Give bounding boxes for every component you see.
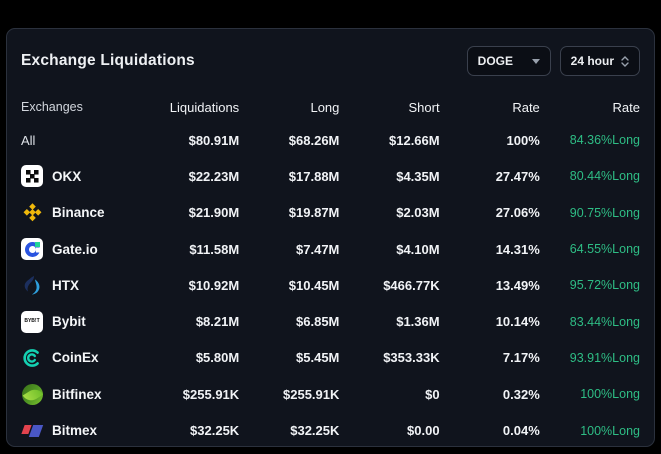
rate-value: 7.17% [502,350,540,366]
table-row[interactable]: Binance $21.90M $19.87M $2.03M 27.06% 90… [21,195,640,231]
short-value: $1.36M [396,314,440,330]
liquidations-value: $32.25K [190,423,240,439]
liquidations-value: $22.23M [188,168,240,184]
long-value: $32.25K [290,423,340,439]
exchange-name: Bitfinex [52,386,102,402]
rate-long-value: 80.44%Long [569,169,640,184]
table-header-row: Exchanges Liquidations Long Short Rate R… [21,92,640,122]
long-value: $6.85M [296,314,340,330]
rate-long-value: 83.44%Long [569,314,640,329]
liquidations-value: $5.80M [195,350,240,366]
rate-value: 0.04% [502,423,540,439]
liquidations-value: $21.90M [188,205,240,221]
liquidations-value: $11.58M [189,241,240,257]
rate-value: 0.32% [502,386,540,402]
exchange-name: CoinEx [52,350,99,366]
gateio-icon [21,238,43,261]
rate-value: 13.49% [495,277,540,293]
table-row[interactable]: BYB!T Bybit $8.21M $6.85M $1.36M 10.14% … [21,303,640,339]
time-range-select[interactable]: 24 hour [559,46,640,76]
col-header-long: Long [310,99,340,115]
long-value: $17.88M [288,168,340,184]
short-value: $0.00 [407,423,440,439]
short-value: $0 [425,386,440,402]
short-value: $2.03M [396,205,440,221]
long-value: $19.87M [288,205,340,221]
table-row[interactable]: Bitfinex $255.91K $255.91K $0 0.32% 100%… [21,376,640,412]
long-value: $68.26M [288,132,340,148]
exchange-name: OKX [52,168,82,184]
coinex-icon [21,347,43,369]
time-select-value: 24 hour [570,54,614,68]
coin-select-value: DOGE [477,54,513,68]
binance-icon [21,202,43,224]
long-value: $5.45M [296,350,340,366]
short-value: $4.35M [396,168,440,184]
page-title: Exchange Liquidations [21,52,195,69]
htx-icon [21,274,43,296]
table-row[interactable]: OKX $22.23M $17.88M $4.35M 27.47% 80.44%… [21,158,640,194]
short-value: $12.66M [389,132,440,148]
short-value: $4.10M [396,241,440,257]
rate-long-value: 84.36%Long [569,133,640,148]
exchange-name: Bybit [52,314,86,330]
rate-long-value: 95.72%Long [569,278,640,293]
rate-value: 10.14% [495,314,540,330]
table-row[interactable]: All $80.91M $68.26M $12.66M 100% 84.36%L… [21,122,640,158]
long-value: $10.45M [288,277,340,293]
liquidations-value: $80.91M [188,132,240,148]
long-value: $7.47M [296,241,340,257]
table-row[interactable]: Bitmex $32.25K $32.25K $0.00 0.04% 100%L… [21,412,640,448]
liquidations-value: $255.91K [182,386,240,402]
chevron-down-icon [531,58,540,64]
col-header-rate-long: Rate [612,99,640,115]
rate-value: 14.31% [495,241,540,257]
liquidations-value: $10.92M [188,277,240,293]
liquidations-value: $8.21M [195,314,240,330]
col-header-short: Short [408,99,440,115]
long-value: $255.91K [283,386,340,402]
table-row[interactable]: HTX $10.92M $10.45M $466.77K 13.49% 95.7… [21,267,640,303]
bitmex-icon [21,420,44,442]
rate-long-value: 64.55%Long [569,242,640,257]
col-header-liquidations: Liquidations [169,99,240,115]
col-header-rate: Rate [512,99,540,115]
rate-value: 27.06% [495,205,540,221]
okx-icon [21,165,43,188]
rate-long-value: 93.91%Long [569,350,640,365]
exchange-name: Binance [52,205,105,221]
coin-select[interactable]: DOGE [466,46,551,76]
bitfinex-icon [21,383,43,405]
rate-long-value: 100%Long [580,423,640,438]
exchange-name: Gate.io [52,241,98,257]
col-header-exchanges: Exchanges [21,100,83,114]
rate-long-value: 90.75%Long [569,205,640,220]
rate-value: 27.47% [495,168,540,184]
exchange-name: HTX [52,277,79,293]
bybit-icon: BYB!T [21,310,43,333]
table-row[interactable]: CoinEx $5.80M $5.45M $353.33K 7.17% 93.9… [21,340,640,376]
exchange-name: All [21,132,36,148]
header-controls: DOGE 24 hour [466,46,640,76]
exchange-name: Bitmex [52,423,98,439]
card-header: Exchange Liquidations DOGE 24 hour [21,35,640,87]
table-row[interactable]: Gate.io $11.58M $7.47M $4.10M 14.31% 64.… [21,231,640,267]
rate-long-value: 100%Long [580,387,640,402]
chevron-up-down-icon [621,55,629,67]
short-value: $466.77K [383,277,440,293]
rate-value: 100% [506,132,540,148]
short-value: $353.33K [383,350,440,366]
exchange-liquidations-card: Exchange Liquidations DOGE 24 hour Excha… [6,28,655,447]
